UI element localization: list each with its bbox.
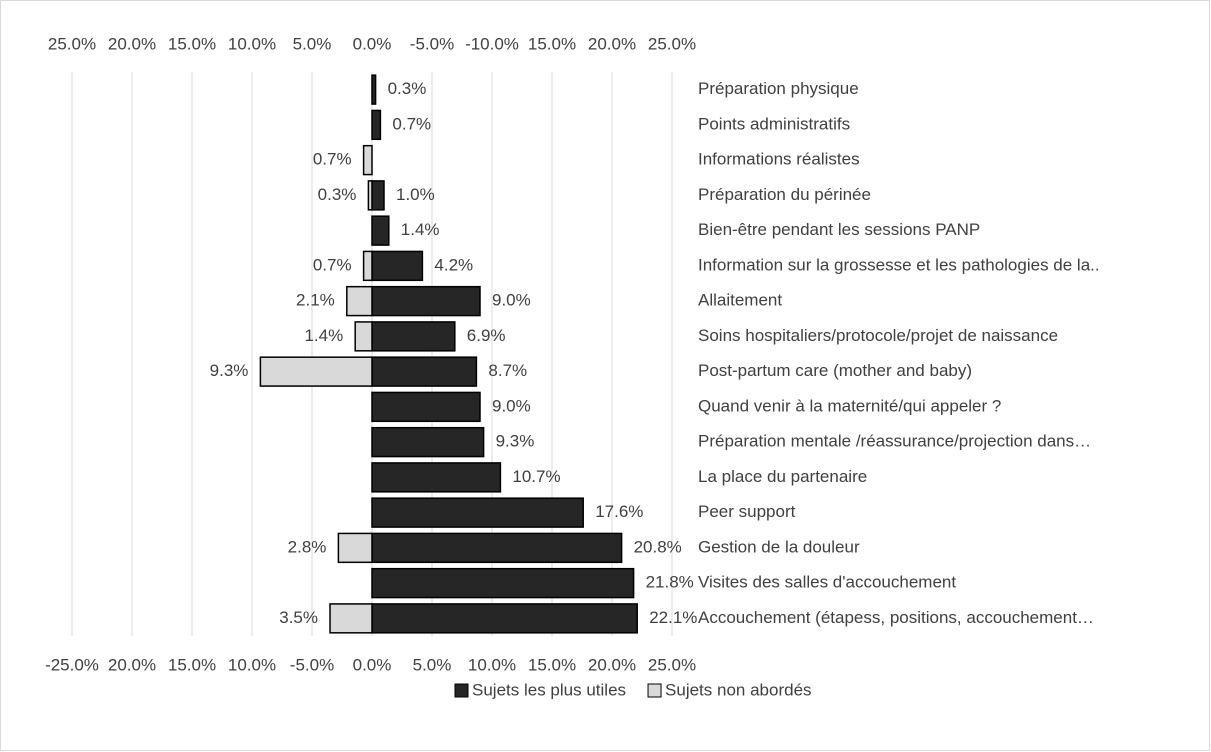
data-label: 1.0% — [396, 185, 435, 204]
legend-swatch — [454, 683, 469, 698]
data-label: 0.7% — [313, 150, 352, 169]
x2-tick-label: 0.0% — [353, 34, 392, 53]
category-label: Visites des salles d'accouchement — [698, 573, 956, 592]
x-tick-label: 10.0% — [468, 655, 516, 674]
bar — [371, 567, 635, 599]
x2-tick-label: 20.0% — [588, 34, 636, 53]
x2-tick-label: 15.0% — [168, 34, 216, 53]
category-label: Préparation du périnée — [698, 185, 871, 204]
legend-label: Sujets non abordés — [665, 680, 812, 699]
x2-tick-label: 5.0% — [293, 34, 332, 53]
bar — [371, 603, 638, 634]
data-label: 9.0% — [492, 291, 531, 310]
data-label: 6.9% — [467, 326, 506, 345]
category-label: Allaitement — [698, 291, 782, 310]
x-tick-label: 10.0% — [228, 655, 276, 674]
x-tick-label: 20.0% — [588, 655, 636, 674]
x2-tick-label: -5.0% — [410, 34, 454, 53]
data-label: 0.3% — [318, 185, 357, 204]
bar — [367, 180, 373, 211]
category-label: Post-partum care (mother and baby) — [698, 361, 972, 380]
data-label: 20.8% — [634, 537, 682, 556]
category-label: Peer support — [698, 502, 796, 521]
category-label: Points administratifs — [698, 114, 850, 133]
category-label: Information sur la grossesse et les path… — [698, 255, 1100, 274]
data-label: 2.8% — [288, 537, 327, 556]
bar — [371, 321, 456, 352]
data-label: 3.5% — [279, 608, 318, 627]
data-label: 9.3% — [496, 432, 535, 451]
bar — [259, 356, 373, 387]
bar — [354, 321, 373, 352]
x-tick-label: -5.0% — [290, 655, 334, 674]
bar — [371, 74, 377, 105]
data-label: 22.1% — [649, 608, 697, 627]
data-label: 10.7% — [512, 467, 560, 486]
x-tick-label: 15.0% — [528, 655, 576, 674]
data-label: 9.0% — [492, 396, 531, 415]
bar — [371, 215, 390, 246]
data-label: 9.3% — [210, 361, 249, 380]
category-label: Informations réalistes — [698, 150, 860, 169]
bar — [371, 356, 478, 387]
data-label: 8.7% — [488, 361, 527, 380]
legend-label: Sujets les plus utiles — [472, 680, 626, 699]
category-label: Soins hospitaliers/protocole/projet de n… — [698, 326, 1058, 345]
bar — [371, 285, 481, 317]
x2-tick-label: 25.0% — [648, 34, 696, 53]
x2-tick-label: 15.0% — [528, 34, 576, 53]
category-label: La place du partenaire — [698, 467, 867, 486]
category-label: Préparation mentale /réassurance/project… — [698, 432, 1091, 451]
bar — [329, 603, 373, 634]
bar — [371, 180, 385, 211]
bar — [371, 391, 481, 423]
bar — [371, 250, 424, 282]
bar — [337, 532, 373, 564]
category-label: Gestion de la douleur — [698, 537, 860, 556]
bar — [371, 109, 382, 141]
data-label: 17.6% — [595, 502, 643, 521]
bar — [371, 426, 485, 458]
category-label: Accouchement (étapess, positions, accouc… — [698, 608, 1094, 627]
bar — [362, 250, 373, 282]
x-tick-label: 0.0% — [353, 655, 392, 674]
bar — [362, 144, 373, 176]
bar — [371, 497, 584, 528]
data-label: 0.7% — [313, 255, 352, 274]
x2-tick-label: 20.0% — [108, 34, 156, 53]
bar — [371, 532, 623, 564]
category-label: Préparation physique — [698, 79, 859, 98]
data-label: 4.2% — [434, 255, 473, 274]
data-label: 21.8% — [646, 573, 694, 592]
x2-tick-label: 10.0% — [228, 34, 276, 53]
data-label: 0.7% — [392, 114, 431, 133]
x-tick-label: 25.0% — [648, 655, 696, 674]
x-tick-label: -25.0% — [45, 655, 99, 674]
category-label: Quand venir à la maternité/qui appeler ? — [698, 396, 1001, 415]
category-label: Bien-être pendant les sessions PANP — [698, 220, 980, 239]
x2-tick-label: 25.0% — [48, 34, 96, 53]
bar — [346, 285, 373, 317]
data-label: 0.3% — [388, 79, 427, 98]
data-label: 1.4% — [304, 326, 343, 345]
x2-tick-label: -10.0% — [465, 34, 519, 53]
data-label: 2.1% — [296, 291, 335, 310]
x-tick-label: 15.0% — [168, 655, 216, 674]
data-label: 1.4% — [401, 220, 440, 239]
x-tick-label: 5.0% — [413, 655, 452, 674]
x-tick-label: 20.0% — [108, 655, 156, 674]
legend-swatch — [647, 683, 662, 698]
bar — [371, 462, 502, 493]
